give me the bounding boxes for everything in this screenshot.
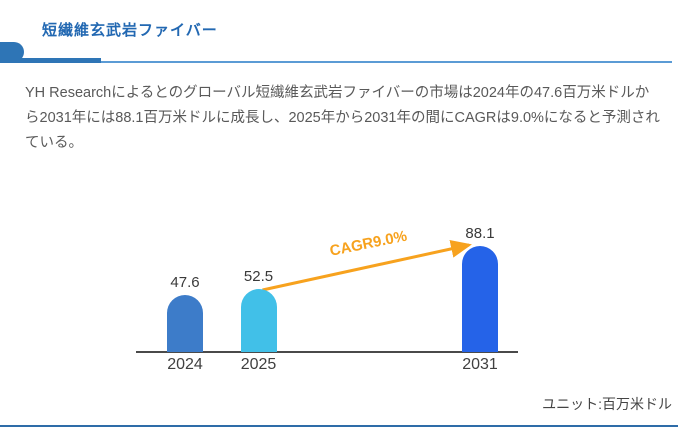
- chart-unit-label: ユニット:百万米ドル: [542, 396, 672, 412]
- x-tick-label-2031: 2031: [462, 356, 498, 373]
- market-summary-text: YH Researchによるとのグローバル短繊維玄武岩ファイバーの市場は2024…: [25, 85, 660, 151]
- page-title: 短繊維玄武岩ファイバー: [42, 22, 218, 39]
- page-bottom-border: [0, 425, 678, 427]
- bar-value-label-2031: 88.1: [465, 225, 495, 242]
- header-divider-thin: [0, 61, 672, 63]
- bar-value-label-2024: 47.6: [170, 274, 200, 291]
- header-accent-tab: [0, 42, 24, 62]
- bar-2031: [462, 246, 498, 352]
- header-divider-thick: [0, 58, 101, 63]
- cagr-annotation-label: CAGR9.0%: [328, 227, 409, 260]
- x-axis-line: [136, 351, 518, 353]
- x-tick-label-2025: 2025: [240, 356, 277, 373]
- bar-2025: [240, 289, 277, 352]
- bar-value-label-2025: 52.5: [243, 268, 274, 285]
- bar-chart: CAGR9.0% 47.6 2024 52.5 2025 88.1 2031: [136, 212, 518, 373]
- x-tick-label-2024: 2024: [167, 356, 203, 373]
- bar-2024: [167, 295, 203, 352]
